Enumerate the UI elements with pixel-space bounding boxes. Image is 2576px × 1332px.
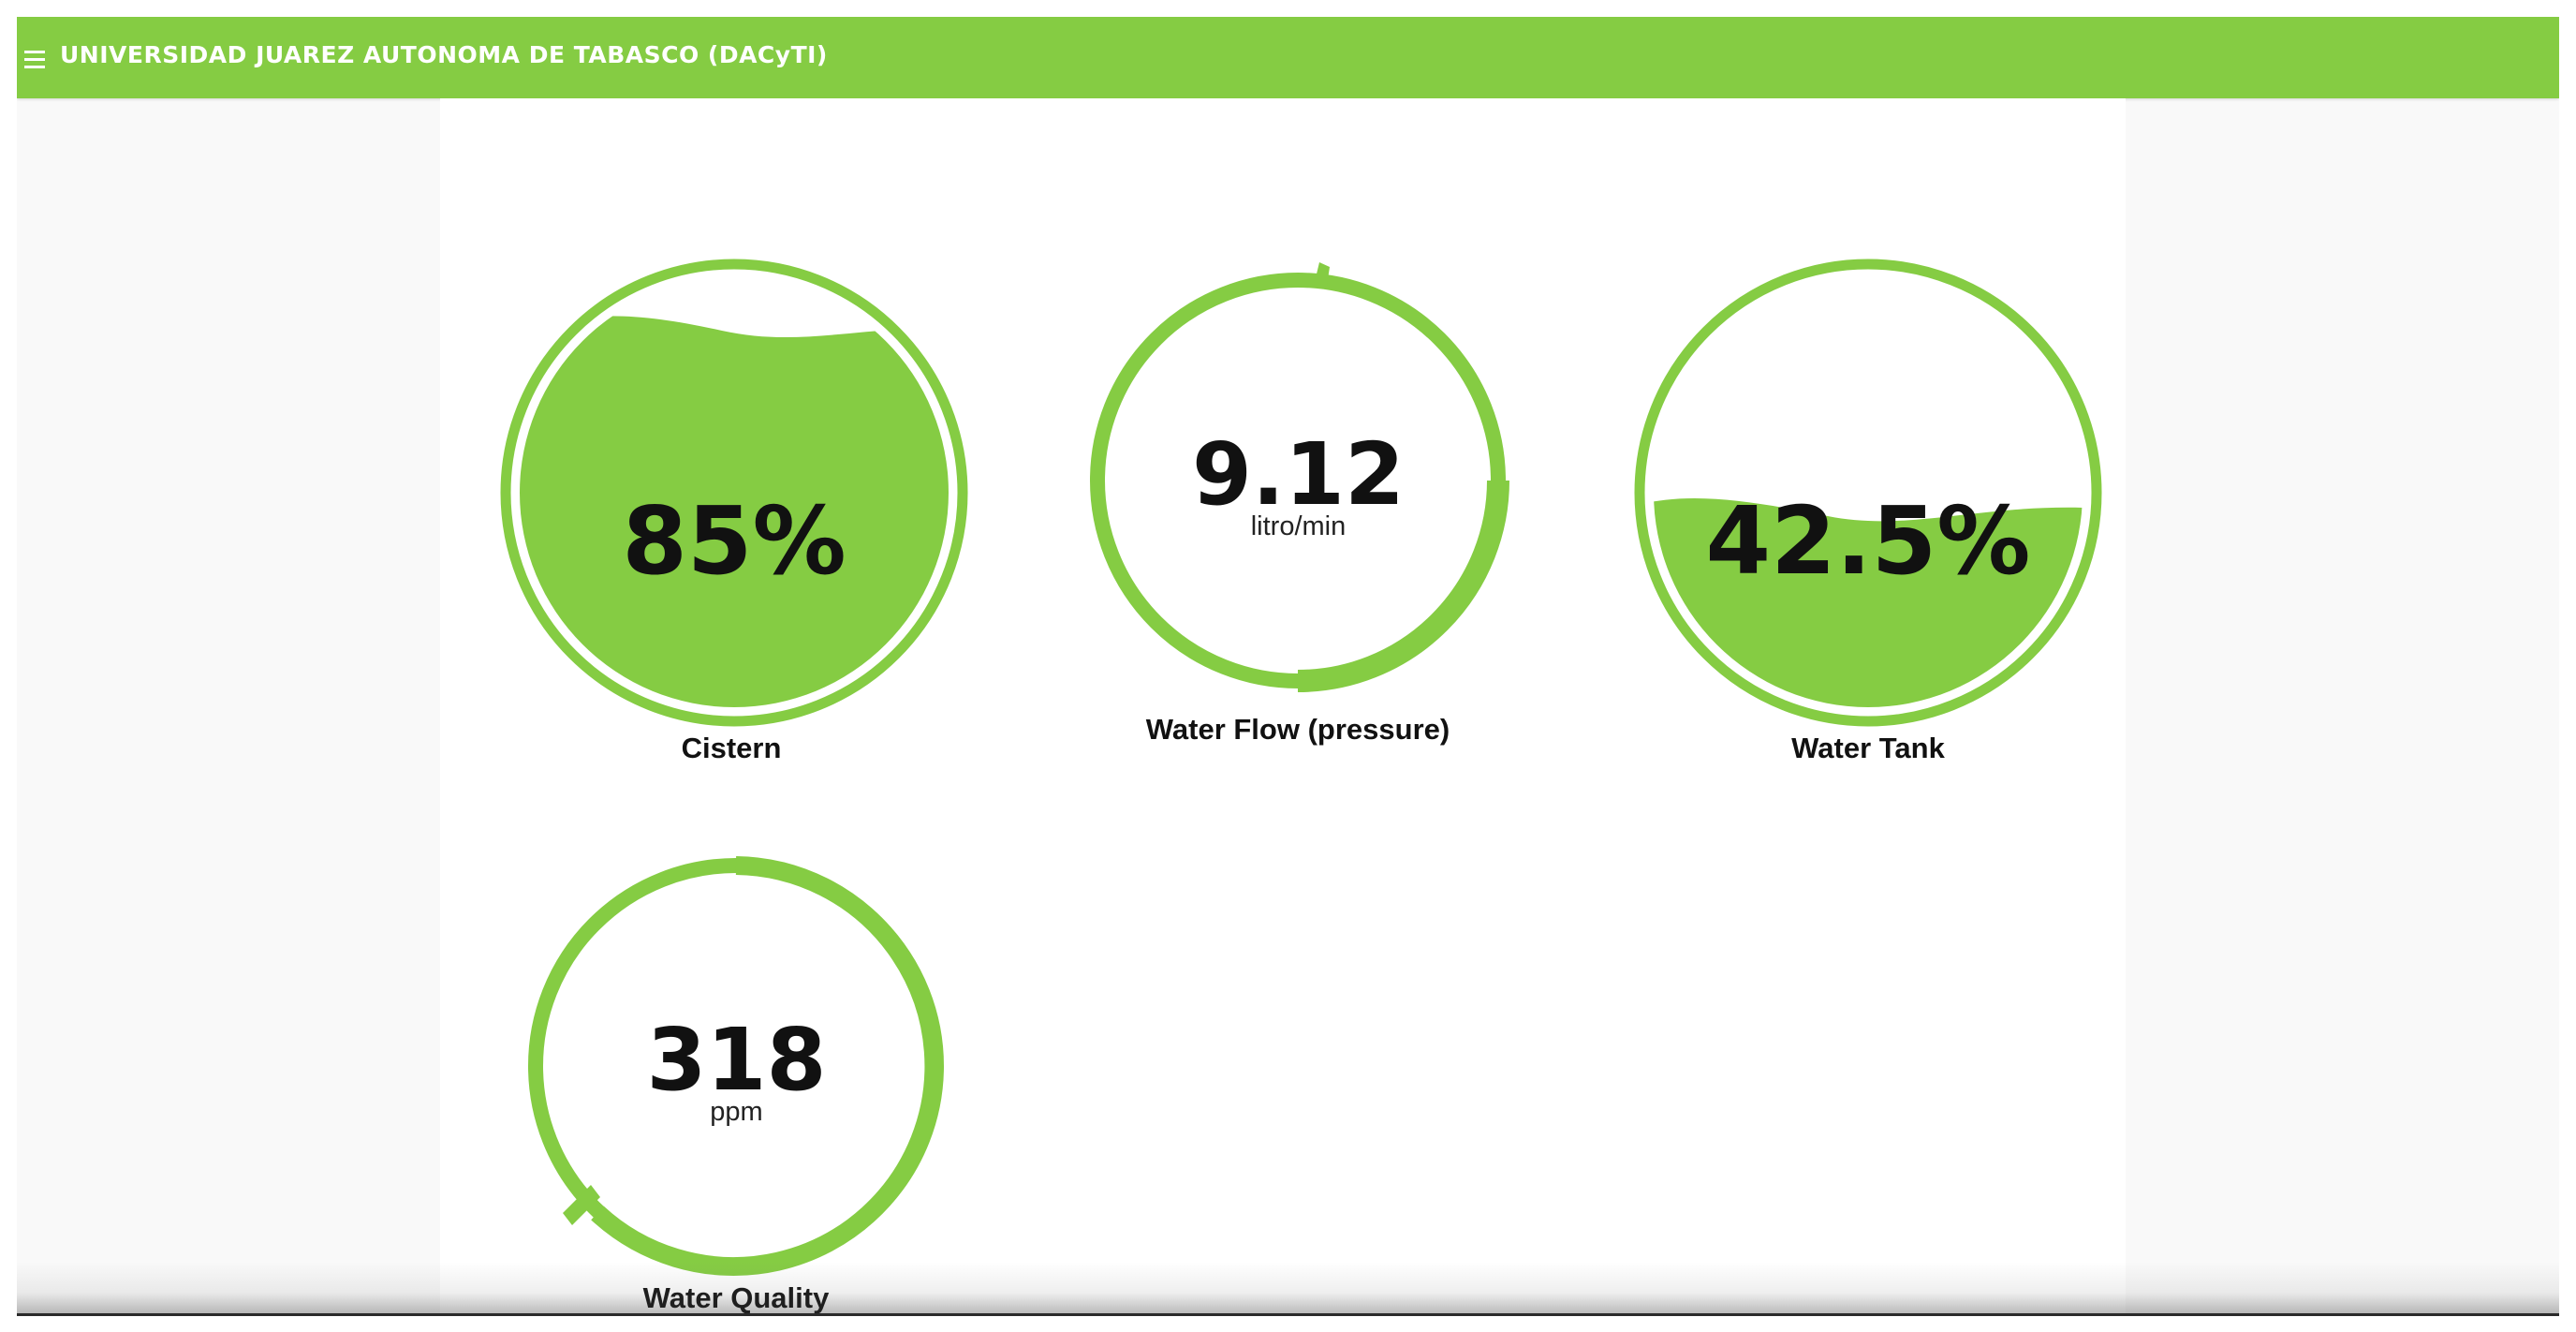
cistern-gauge-graphic: [500, 259, 968, 727]
water-quality-label: Water Quality: [642, 1281, 830, 1314]
water-quality-value: 318: [646, 1010, 827, 1110]
cistern-fill: [520, 316, 949, 707]
dashboard-panel: 85% Cistern 9.12 litro/min Water Flow (p…: [440, 98, 2126, 1313]
cistern-label: Cistern: [681, 732, 782, 764]
water-flow-unit: litro/min: [1250, 511, 1347, 541]
water-tank-gauge-graphic: [1634, 259, 2102, 727]
scroll-indicator: [1641, 1253, 1754, 1266]
water-flow-needle: [1314, 262, 1330, 286]
water-flow-gauge: 9.12 litro/min: [1084, 262, 1512, 695]
water-tank-value: 42.5%: [1705, 486, 2031, 596]
water-flow-gauge-graphic: [1090, 262, 1509, 692]
water-tank-label: Water Tank: [1791, 732, 1945, 764]
water-quality-gauge: 318 ppm: [523, 852, 950, 1280]
cistern-gauge: 85%: [497, 256, 971, 730]
app-title: UNIVERSIDAD JUAREZ AUTONOMA DE TABASCO (…: [60, 41, 828, 68]
water-flow-label: Water Flow (pressure): [1145, 713, 1450, 746]
water-flow-value: 9.12: [1192, 424, 1405, 525]
hamburger-menu-icon[interactable]: [24, 51, 45, 71]
water-quality-gauge-graphic: [528, 856, 944, 1276]
top-app-bar: UNIVERSIDAD JUAREZ AUTONOMA DE TABASCO (…: [17, 17, 2559, 98]
water-quality-arc: [591, 856, 944, 1276]
app-window: UNIVERSIDAD JUAREZ AUTONOMA DE TABASCO (…: [17, 17, 2559, 1316]
water-quality-unit: ppm: [710, 1097, 763, 1127]
water-tank-gauge: 42.5%: [1631, 256, 2105, 730]
cistern-value: 85%: [622, 486, 846, 596]
water-flow-arc: [1297, 480, 1509, 692]
water-quality-needle: [563, 1185, 600, 1225]
